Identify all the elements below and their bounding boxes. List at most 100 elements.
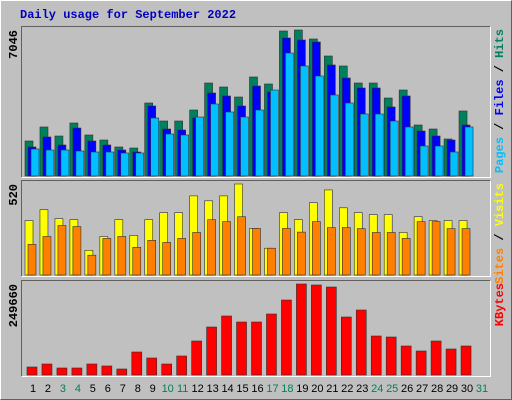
bar (401, 238, 411, 276)
bar (57, 225, 67, 276)
x-tick-label: 11 (177, 383, 188, 395)
bar (222, 221, 231, 276)
bar (102, 238, 112, 276)
legend-entry: Sites (493, 248, 507, 284)
x-tick-label: 1 (30, 383, 36, 395)
x-tick-label: 8 (135, 383, 141, 395)
bar (434, 145, 444, 177)
chart-title: Daily usage for September 2022 (20, 8, 236, 22)
legend: Pages / Files / Hits (493, 29, 507, 173)
x-tick-label: 27 (416, 383, 428, 395)
x-tick-label: 31 (476, 383, 488, 395)
bar (176, 355, 187, 376)
bar (117, 236, 127, 276)
bar (461, 228, 471, 276)
panel-bevel-light (21, 26, 491, 178)
bar (206, 326, 217, 376)
bar (355, 309, 367, 376)
bar (45, 149, 55, 177)
x-tick-label: 26 (401, 383, 413, 395)
x-tick-label: 5 (90, 383, 96, 395)
bar (297, 231, 306, 276)
legend-separator: / (493, 58, 507, 80)
bar (300, 65, 309, 177)
x-tick-label: 12 (192, 383, 204, 395)
x-tick-label: 15 (236, 383, 248, 395)
bar (120, 152, 130, 177)
bar (192, 232, 201, 276)
bar (315, 75, 324, 177)
bar (86, 363, 98, 376)
bar (255, 109, 264, 177)
bar (146, 357, 158, 376)
bar (207, 219, 216, 276)
bar (415, 350, 427, 376)
bar (131, 351, 143, 376)
bar (26, 366, 38, 376)
x-tick-label: 10 (162, 383, 174, 395)
legend-entry: Hits (493, 29, 507, 58)
bar (344, 102, 354, 177)
bar (41, 363, 53, 376)
x-tick-label: 6 (105, 383, 111, 395)
x-tick-label: 24 (371, 383, 383, 395)
bar (191, 340, 202, 376)
x-tick-label: 17 (266, 383, 278, 395)
bar (150, 117, 160, 177)
bar (177, 238, 186, 276)
bar (267, 247, 276, 276)
bar (386, 232, 396, 276)
bar (87, 254, 97, 276)
bar (446, 228, 456, 276)
legend-separator: / (493, 115, 507, 137)
x-tick-label: 2 (45, 383, 51, 395)
panel-bevel-dark (21, 180, 491, 277)
bar (281, 299, 292, 376)
bar (225, 111, 234, 177)
bar (240, 116, 249, 177)
x-tick-label: 25 (386, 383, 398, 395)
x-tick-label: 13 (206, 383, 218, 395)
bar (195, 116, 204, 177)
bar (356, 228, 366, 276)
bar (419, 145, 429, 177)
bar (326, 286, 337, 376)
bar (341, 227, 351, 276)
bar (460, 345, 472, 376)
bar (359, 113, 369, 177)
bar (445, 348, 457, 376)
bar (340, 316, 352, 376)
x-tick-label: 23 (356, 383, 368, 395)
bar (162, 242, 171, 276)
bar (252, 228, 261, 276)
bar (27, 244, 37, 276)
bar (101, 365, 113, 376)
bar (327, 227, 336, 276)
bar (404, 126, 414, 177)
bar (165, 133, 174, 177)
bar (71, 367, 83, 376)
bar (236, 321, 247, 376)
bar (116, 368, 128, 376)
x-tick-label: 29 (446, 383, 458, 395)
y-tick-label: 7046 (7, 30, 21, 59)
bar (464, 126, 474, 177)
bar (400, 345, 412, 376)
legend-entry: Files (493, 79, 507, 115)
bar (60, 149, 70, 177)
x-tick-label: 28 (431, 383, 443, 395)
legend: KBytes (493, 283, 507, 326)
bar (449, 151, 459, 177)
x-tick-label: 4 (75, 383, 81, 395)
bar (416, 221, 426, 276)
bar (385, 336, 397, 376)
panel-bevel-dark (21, 280, 491, 377)
bar (147, 240, 157, 276)
legend-entry: KBytes (493, 283, 507, 326)
bar (90, 151, 100, 177)
bar (56, 367, 68, 376)
legend-separator: / (493, 226, 507, 248)
bar (431, 221, 441, 276)
